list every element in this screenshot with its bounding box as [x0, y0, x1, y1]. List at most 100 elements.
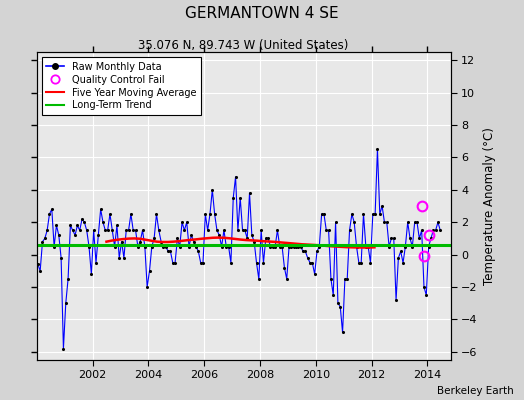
Point [420, 284, 428, 290]
Point [383, 219, 391, 226]
Point [348, 211, 356, 217]
Point [122, 227, 130, 234]
Point [299, 248, 307, 254]
Point [273, 227, 281, 234]
Point [159, 243, 168, 250]
Point [236, 195, 244, 201]
Point [194, 248, 203, 254]
Point [206, 211, 214, 217]
Point [394, 255, 402, 261]
Point [350, 219, 358, 226]
Point [336, 303, 344, 310]
Point [78, 216, 86, 222]
Point [410, 219, 419, 226]
Point [424, 243, 433, 250]
Point [59, 346, 68, 352]
Point [322, 227, 331, 234]
Point [294, 243, 302, 250]
Point [320, 211, 328, 217]
Point [171, 260, 179, 266]
Point [357, 260, 365, 266]
Point [111, 243, 119, 250]
Point [413, 219, 421, 226]
Point [50, 243, 58, 250]
Point [119, 255, 128, 261]
Point [255, 276, 263, 282]
Point [64, 276, 72, 282]
Point [431, 227, 440, 234]
Point [90, 227, 98, 234]
Point [143, 284, 151, 290]
Point [376, 211, 384, 217]
Point [285, 243, 293, 250]
Point [297, 243, 305, 250]
Point [185, 243, 193, 250]
Text: Berkeley Earth: Berkeley Earth [437, 386, 514, 396]
Point [313, 248, 321, 254]
Point [224, 243, 233, 250]
Point [87, 271, 95, 277]
Point [248, 232, 256, 238]
Point [136, 238, 145, 245]
Y-axis label: Temperature Anomaly (°C): Temperature Anomaly (°C) [483, 127, 496, 285]
Point [362, 243, 370, 250]
Point [92, 260, 100, 266]
Point [140, 243, 149, 250]
Point [220, 227, 228, 234]
Point [157, 238, 165, 245]
Point [352, 243, 361, 250]
Point [371, 211, 379, 217]
Point [213, 227, 221, 234]
Point [161, 243, 170, 250]
Point [306, 260, 314, 266]
Point [261, 235, 270, 242]
Point [196, 260, 205, 266]
Point [227, 260, 235, 266]
Point [117, 238, 126, 245]
Point [187, 232, 195, 238]
Point [408, 243, 417, 250]
Point [66, 222, 74, 229]
Point [334, 300, 342, 306]
Point [155, 227, 163, 234]
Point [345, 227, 354, 234]
Point [245, 190, 254, 196]
Point [150, 235, 158, 242]
Point [385, 243, 394, 250]
Point [145, 268, 154, 274]
Point [94, 232, 103, 238]
Point [208, 186, 216, 193]
Point [69, 227, 77, 234]
Point [324, 227, 333, 234]
Point [36, 268, 45, 274]
Point [124, 227, 133, 234]
Point [418, 227, 426, 234]
Point [359, 211, 368, 217]
Point [182, 219, 191, 226]
Point [199, 260, 207, 266]
Point [134, 243, 142, 250]
Point [315, 243, 323, 250]
Point [138, 227, 147, 234]
Point [406, 235, 414, 242]
Point [276, 243, 284, 250]
Point [301, 248, 310, 254]
Point [329, 292, 337, 298]
Point [266, 243, 275, 250]
Point [434, 219, 442, 226]
Point [403, 219, 412, 226]
Point [308, 260, 316, 266]
Point [103, 227, 112, 234]
Point [217, 243, 226, 250]
Point [282, 276, 291, 282]
Point [173, 235, 182, 242]
Point [166, 248, 174, 254]
Point [52, 222, 61, 229]
Point [229, 195, 237, 201]
Point [257, 227, 265, 234]
Point [180, 227, 189, 234]
Point [373, 146, 381, 152]
Point [436, 227, 444, 234]
Point [82, 227, 91, 234]
Point [259, 260, 268, 266]
